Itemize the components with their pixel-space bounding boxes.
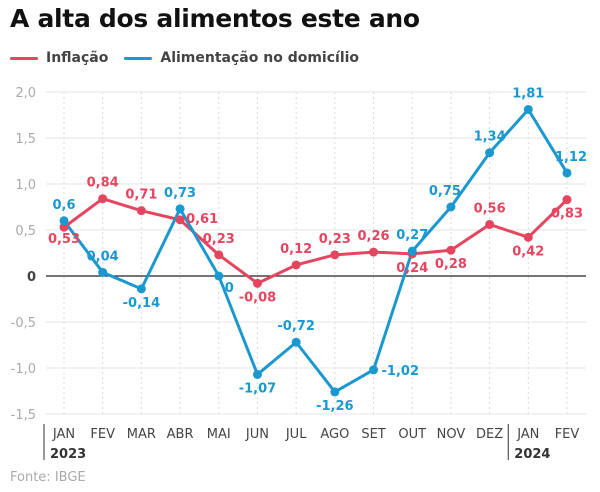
legend-swatch-inflacao: [10, 56, 38, 60]
legend-swatch-alimentacao: [124, 56, 153, 60]
data-label: 0,61: [186, 212, 218, 227]
data-point: [523, 232, 533, 242]
data-label: -0,14: [123, 296, 160, 311]
data-point: [252, 278, 262, 288]
data-label: 1,34: [474, 130, 506, 145]
data-point: [291, 337, 301, 347]
data-point: [175, 204, 185, 214]
data-label: 0,26: [357, 229, 389, 244]
data-point: [407, 246, 417, 256]
data-point: [369, 247, 379, 257]
y-tick-label: 1,0: [15, 178, 36, 193]
chart-title: A alta dos alimentos este ano: [10, 4, 420, 33]
data-point: [175, 215, 185, 225]
y-tick-label: 1,5: [15, 132, 36, 147]
y-tick-label: -1,5: [11, 408, 36, 423]
x-tick-label: JUN: [245, 427, 269, 442]
x-tick-label: MAI: [207, 427, 231, 442]
data-point: [330, 387, 340, 397]
x-tick-label: ABR: [167, 427, 194, 442]
data-point: [446, 202, 456, 212]
data-label: 1,81: [512, 86, 544, 101]
data-point: [252, 369, 262, 379]
year-label: 2024: [514, 447, 550, 462]
data-point: [136, 284, 146, 294]
data-label: -1,07: [239, 381, 276, 396]
y-tick-label: 0: [27, 270, 36, 285]
source-note: Fonte: IBGE: [10, 470, 86, 485]
data-label: 0,83: [551, 207, 583, 222]
data-label: -0,72: [277, 319, 314, 334]
data-point: [59, 222, 69, 232]
x-tick-label: JAN: [52, 427, 75, 442]
legend-label-inflacao: Inflação: [46, 50, 109, 66]
data-label: 0,27: [396, 228, 428, 243]
data-label: 0,53: [48, 232, 80, 247]
x-tick-label: AGO: [320, 427, 349, 442]
data-point: [98, 194, 108, 204]
data-point: [136, 206, 146, 216]
x-tick-label: DEZ: [476, 427, 503, 442]
data-point: [291, 260, 301, 270]
x-tick-label: JUL: [285, 427, 307, 442]
data-point: [214, 271, 224, 281]
data-label: -1,02: [382, 364, 419, 379]
data-label: 0,23: [203, 232, 235, 247]
data-point: [485, 219, 495, 229]
x-tick-label: SET: [361, 427, 385, 442]
data-label: 0,56: [474, 201, 506, 216]
legend-item-inflacao: Inflação: [10, 50, 108, 66]
x-tick-label: NOV: [437, 427, 466, 442]
data-label: 0,71: [125, 188, 157, 203]
data-point: [98, 267, 108, 277]
data-label: 0: [225, 281, 234, 296]
y-tick-label: 2,0: [15, 86, 36, 101]
data-label: -1,26: [316, 399, 353, 414]
data-label: 0,75: [429, 184, 461, 199]
data-label: 1,12: [555, 150, 587, 165]
series-line-alimentacao: [62, 107, 569, 394]
x-tick-label: JAN: [516, 427, 539, 442]
data-point: [523, 104, 533, 114]
data-label: -0,08: [239, 290, 276, 305]
legend-label-alimentacao: Alimentação no domicílio: [160, 50, 360, 66]
data-point: [485, 148, 495, 158]
x-tick-label: MAR: [127, 427, 156, 442]
data-label: 0,23: [319, 232, 351, 247]
y-tick-label: -1,0: [11, 362, 36, 377]
data-label: 0,42: [512, 244, 544, 259]
year-label: 2023: [50, 447, 86, 462]
data-point: [214, 250, 224, 260]
data-point: [59, 216, 69, 226]
data-label: 0,73: [164, 186, 196, 201]
x-tick-label: FEV: [90, 427, 115, 442]
data-label: 0,6: [52, 198, 75, 213]
data-point: [562, 195, 572, 205]
series-line-inflacao: [63, 197, 569, 285]
y-tick-label: -0,5: [11, 316, 36, 331]
x-tick-label: OUT: [398, 427, 426, 442]
legend-item-alimentacao: Alimentação no domicílio: [124, 50, 359, 66]
data-label: 0,12: [280, 242, 312, 257]
data-label: 0,04: [87, 249, 119, 264]
data-point: [330, 250, 340, 260]
data-point: [369, 365, 379, 375]
y-tick-label: 0,5: [15, 224, 36, 239]
data-label: 0,84: [87, 176, 119, 191]
data-point: [446, 245, 456, 255]
data-label: 0,24: [396, 261, 428, 276]
legend: Inflação Alimentação no domicílio: [10, 50, 375, 66]
x-tick-label: FEV: [555, 427, 580, 442]
data-point: [562, 168, 572, 178]
data-label: 0,28: [435, 257, 467, 272]
